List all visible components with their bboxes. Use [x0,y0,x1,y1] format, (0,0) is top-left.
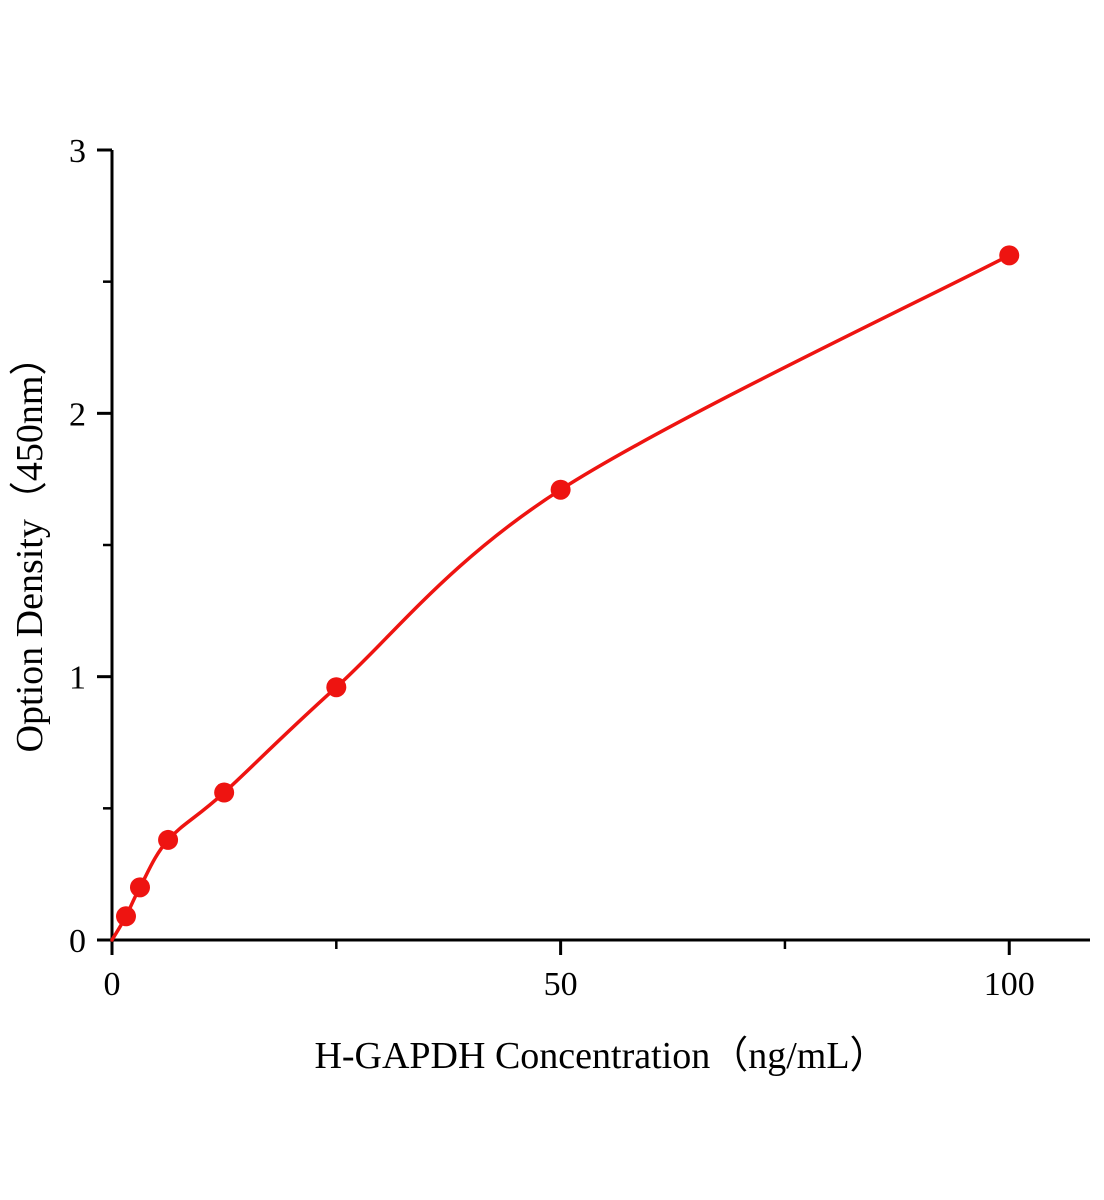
data-point [129,877,150,898]
y-tick-label: 2 [69,396,86,433]
y-tick-label: 0 [69,923,86,960]
data-point [158,829,179,850]
x-tick-label: 100 [984,966,1035,1003]
data-point [115,906,136,927]
data-point [999,245,1020,266]
x-axis-label: H-GAPDH Concentration（ng/mL） [314,1035,887,1077]
x-tick-label: 50 [544,966,578,1003]
y-axis-label: Option Density（450nm） [9,338,51,753]
data-point [214,782,235,803]
data-point [550,479,571,500]
y-tick-label: 3 [69,133,86,170]
y-tick-label: 1 [69,660,86,697]
x-tick-label: 0 [104,966,121,1003]
fit-curve [110,253,1011,942]
axes [110,150,1090,942]
data-point [326,677,347,698]
